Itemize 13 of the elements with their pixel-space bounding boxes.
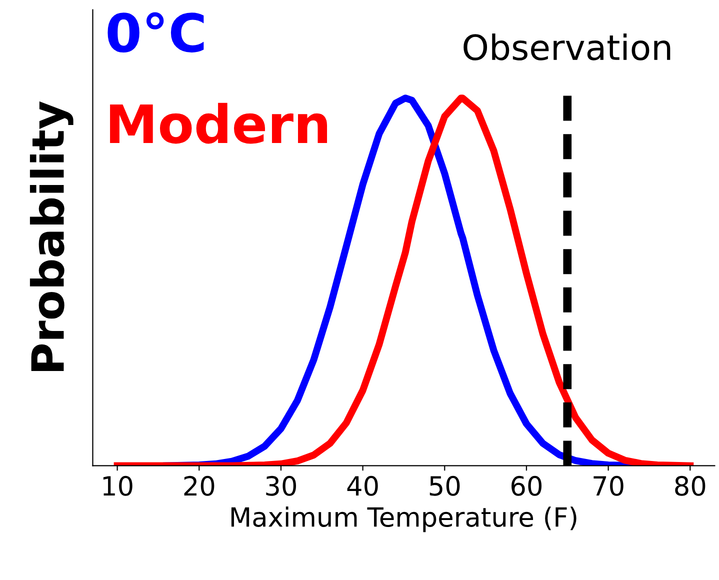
x-tick-label: 80 bbox=[675, 476, 706, 496]
x-tick-label: 60 bbox=[512, 476, 542, 496]
y-axis-title: Probability bbox=[30, 101, 74, 371]
x-tick-label: 50 bbox=[430, 476, 460, 496]
x-tick-label: 30 bbox=[266, 476, 296, 496]
x-tick-label: 40 bbox=[347, 476, 378, 496]
x-tick-label: 10 bbox=[103, 476, 132, 496]
ref-line-label: Observation bbox=[464, 34, 670, 60]
series-label: Modern bbox=[110, 102, 328, 144]
x-tick-label: 20 bbox=[184, 476, 214, 496]
x-tick-label: 70 bbox=[594, 476, 624, 496]
text: 0°C bbox=[108, 12, 204, 53]
x-axis-title: Maximum Temperature (F) bbox=[231, 506, 576, 532]
